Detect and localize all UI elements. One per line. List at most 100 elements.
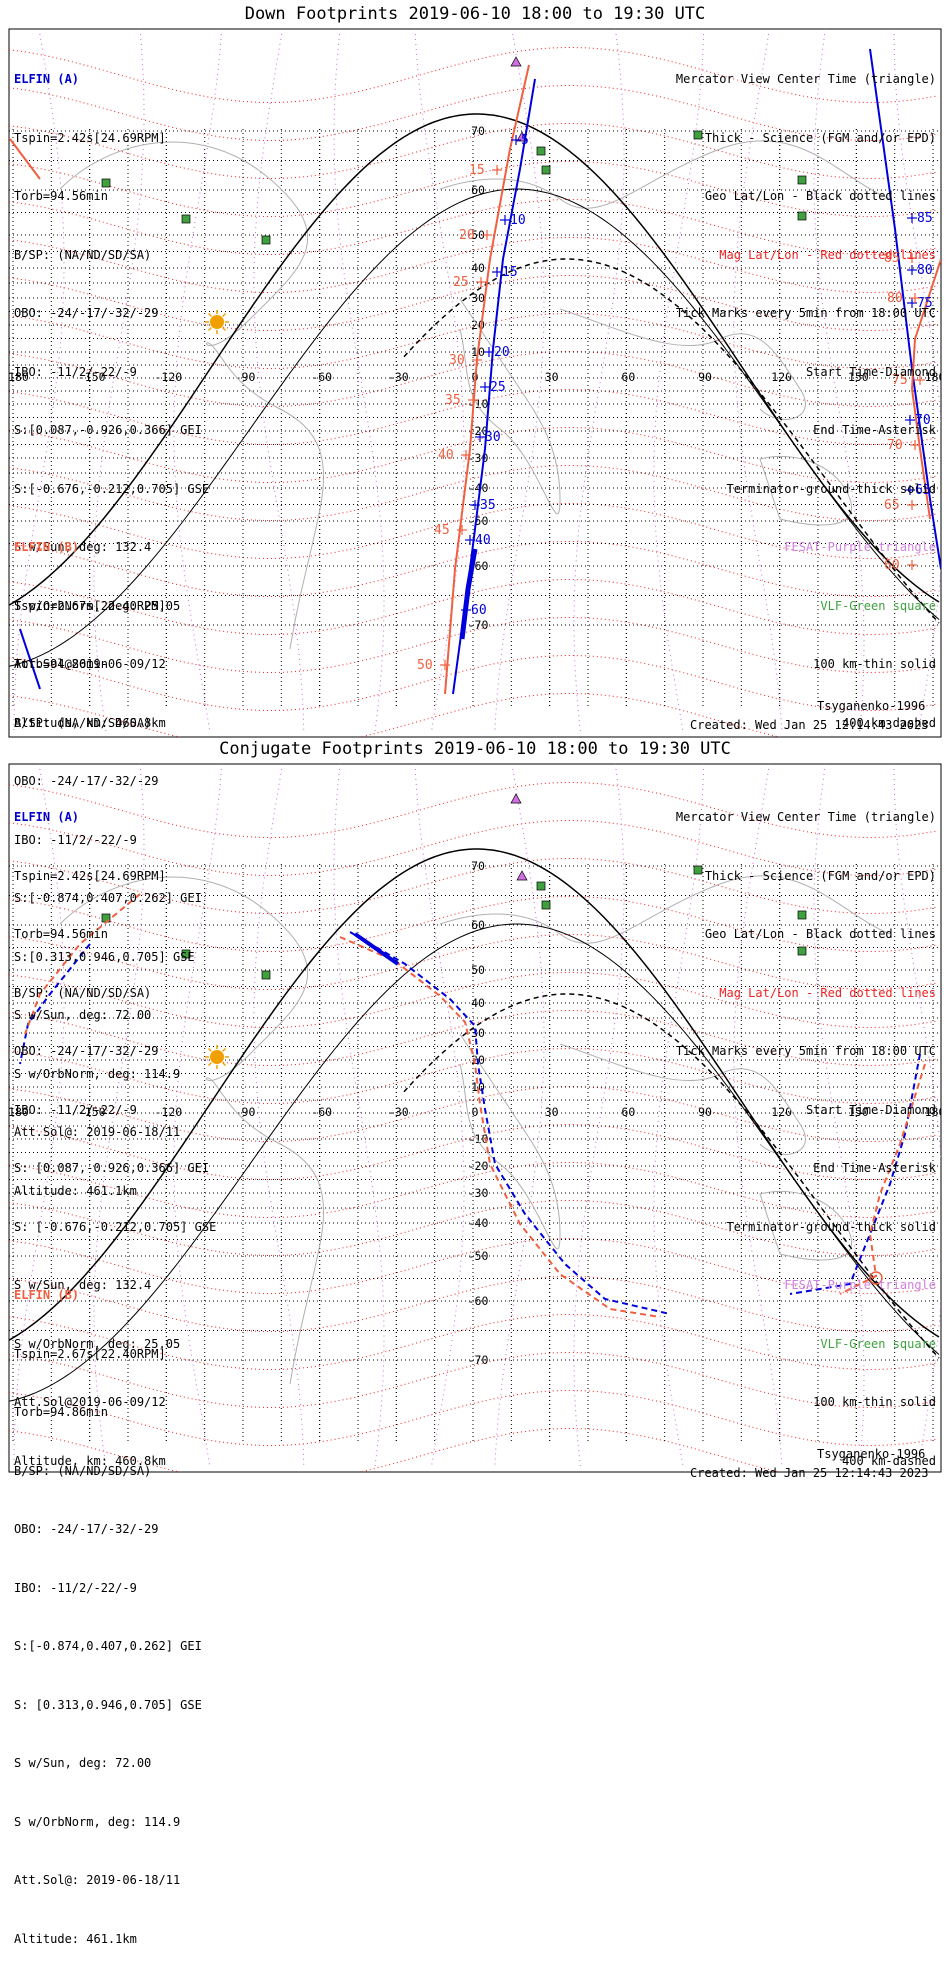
elfin-a-track-west [19,943,91,1065]
info-line: Att.Sol@2019-06-09/12 [14,657,166,671]
elfin-a-header: ELFIN (A) [14,72,80,86]
elfin-b-tick-label: 75 [892,373,908,388]
elfin-b-track-east [910,258,941,520]
vlf-square-icon [101,178,111,188]
legend-vlf: VLF-Green square [820,1336,936,1351]
info-line: Torb=94.86min [14,657,108,671]
elfin-a-info-conjugate: ELFIN (A) Tspin=2.42s[24.69RPM] Torb=94.… [14,769,216,1491]
info-line: S w/OrbNorm, deg: 25.05 [14,598,181,613]
info-line: S w/Sun, deg: 72.00 [14,1756,152,1770]
lon-tick-label: 120 [771,1105,792,1119]
lon-tick-label: 30 [545,1105,559,1119]
info-line: Tspin=2.42s[24.69RPM] [14,868,166,883]
start-diamond-icon [869,1271,883,1285]
legend-mag-grid: Mag Lat/Lon - Red dotted lines [719,247,936,262]
mag-lon-line [93,764,145,1469]
vlf-square-icon [797,910,807,920]
legend-start: Start Time-Diamond [805,364,936,379]
info-line: OBO: -24/-17/-32/-29 [14,1044,159,1058]
info-line: Tspin=2.67s[22.40RPM] [14,598,166,613]
sun-ray [222,1062,227,1067]
info-line: S: [0.313,0.946,0.705] GSE [14,1697,202,1712]
mag-lon-line [173,764,223,1469]
elfin-a-tick-label: 75 [917,296,933,311]
elfin-b-track-west [9,138,41,180]
elfin-b-tick-label: 20 [459,228,475,243]
vlf-square-icon [541,900,551,910]
lon-tick-label: -120 [154,370,182,384]
lat-tick-label: 60 [471,918,485,932]
elfin-a-info-down: ELFIN (A) Tspin=2.42s[24.69RPM] Torb=94.… [14,31,209,753]
elfin-a-tick-label: 15 [502,265,518,280]
mag-lon-line [333,29,385,734]
vlf-square-icon [693,130,703,140]
lon-tick-label: -60 [311,370,332,384]
fesat-triangle-icon [516,870,528,881]
mag-lon-line [653,764,705,1469]
legend-end: End Time-Asterisk [813,423,936,437]
mag-lon-line [414,764,465,1469]
lon-tick-label: -150 [78,1105,106,1119]
lon-tick-label: -180 [1,370,29,384]
sun-ray [207,1047,212,1052]
info-line: S: [-0.676,-0.212,0.705] GSE [14,1219,217,1234]
lon-tick-label: -150 [78,370,106,384]
lon-tick-label: -90 [235,1105,256,1119]
lon-tick-label: 120 [771,370,792,384]
lat-tick-label: -20 [468,424,489,438]
legend-center-time: Mercator View Center Time (triangle) [675,810,936,824]
fesat-triangle-icon [510,56,522,67]
vlf-square-icon [536,881,546,891]
lat-tick-label: -50 [468,1249,489,1263]
info-line: S w/Sun, deg: 72.00 [14,1008,152,1022]
coastline [439,875,891,944]
lon-tick-label: 90 [698,370,712,384]
elfin-b-tick-label: 70 [887,438,903,453]
legend-geo-grid: Geo Lat/Lon - Black dotted lines [704,189,936,203]
elfin-a-science-segment [459,548,478,640]
vlf-square-icon [797,211,807,221]
lon-tick-label: -60 [311,1105,332,1119]
info-line: Torb=94.56min [14,189,108,203]
footer-model-down: Tsyganenko-1996 [817,699,926,713]
legend-geo-grid: Geo Lat/Lon - Black dotted lines [704,927,936,941]
lat-tick-label: 50 [471,963,485,977]
info-line: OBO: -24/-17/-32/-29 [14,774,159,788]
elfin-a-tick-label: 80 [917,263,933,278]
footer-created-down: Created: Wed Jan 25 12:14:43 2023 [690,718,929,732]
vlf-square-icon [261,235,271,245]
sun-ray [207,327,212,332]
elfin-b-tick-label: 25 [453,275,469,290]
elfin-b-tick-label: 35 [445,393,461,408]
elfin-b-header: ELFIN (B) [14,540,80,554]
legend-tick-marks: Tick Marks every 5min from 18:00 UTC [675,306,936,320]
terminator-100km [9,188,940,667]
elfin-a-tick-label: 40 [475,533,491,548]
down-footprints-map: -180 -150 -120 -90 -60 -30 0 30 60 90 120 150 180706… [1,28,942,738]
elfin-a-track-east [789,1053,921,1295]
lon-tick-label: 30 [545,370,559,384]
vlf-square-icon [181,949,191,959]
info-line: S w/OrbNorm, deg: 114.9 [14,1066,181,1081]
sun-icon [210,315,224,329]
lon-tick-label: 150 [848,1105,869,1119]
vlf-square-icon [693,865,703,875]
vlf-square-icon [261,970,271,980]
map-content: -180 -150 -120 -90 -60 -30 0 30 60 90 120 150 180706… [1,29,941,737]
mag-lon-line [93,29,145,734]
elfin-b-tick-label: 80 [887,291,903,306]
info-line: S w/Sun, deg: 132.4 [14,540,152,554]
legend-terminator: Terminator-ground-thick solid [726,481,936,496]
info-line: S w/OrbNorm, deg: 114.9 [14,1814,181,1829]
elfin-b-tick-label: 15 [469,163,485,178]
info-line: Altitude: 461.1km [14,1183,137,1198]
lon-tick-label: 0 [472,1105,479,1119]
info-line: S: [0.087,-0.926,0.366] GEI [14,1161,210,1175]
footer-created-conjugate: Created: Wed Jan 25 12:14:43 2023 [690,1466,929,1480]
info-line: IBO: -11/2/-22/-9 [14,364,137,379]
info-line: S:[0.313,0.946,0.705] GSE [14,949,195,964]
info-line: S:[-0.874,0.407,0.262] GEI [14,891,202,905]
elfin-a-science-segment [353,932,400,966]
info-line: S w/Sun, deg: 132.4 [14,1278,152,1292]
sun-ray [207,1062,212,1067]
